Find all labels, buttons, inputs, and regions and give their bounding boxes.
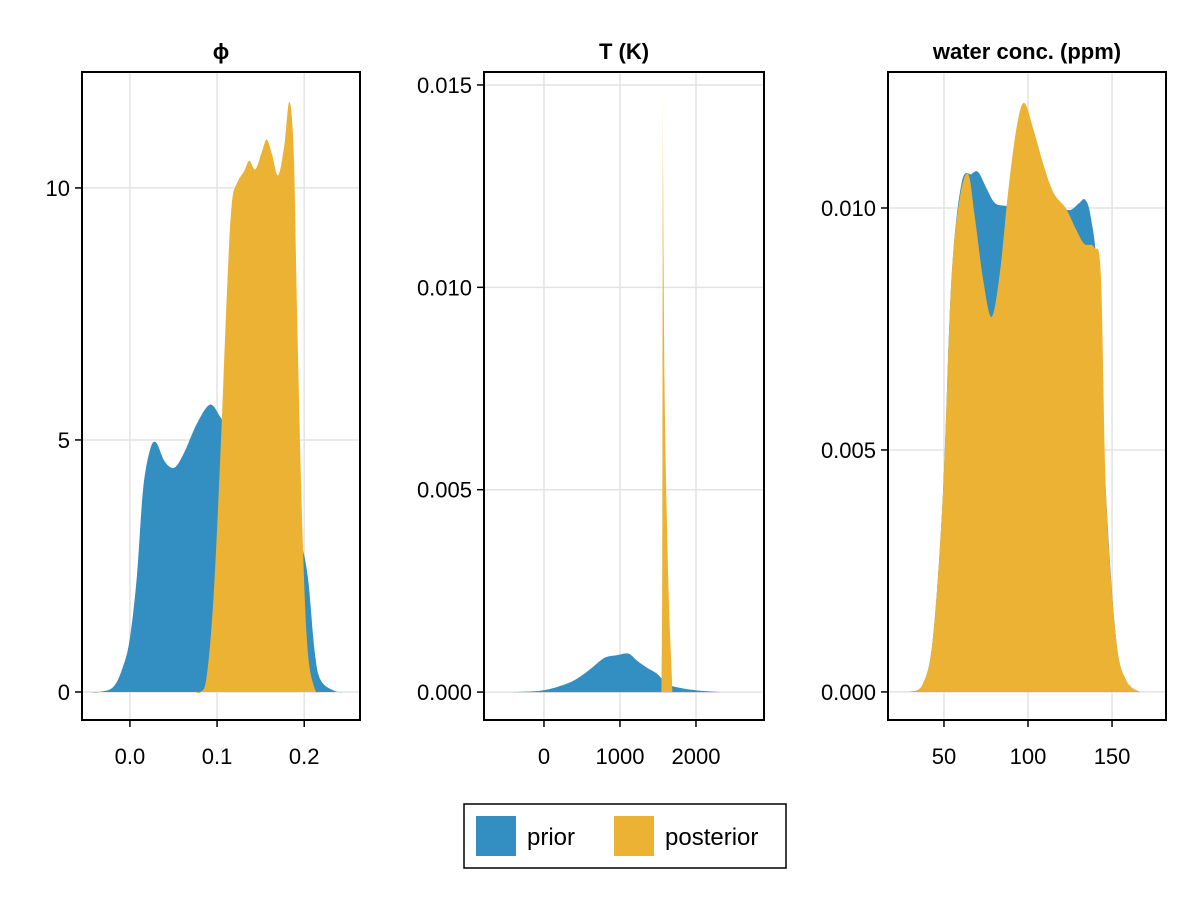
y-tick-label: 0 — [58, 680, 70, 705]
y-tick-label: 5 — [58, 428, 70, 453]
legend-label-prior: prior — [527, 824, 575, 851]
x-tick-label: 0 — [538, 744, 550, 769]
density-prior — [511, 653, 722, 693]
density-posterior — [195, 101, 320, 694]
y-tick-label: 0.015 — [417, 73, 472, 98]
x-tick-label: 0.0 — [115, 744, 146, 769]
x-tick-label: 50 — [932, 744, 956, 769]
axis-frame — [483, 71, 765, 721]
y-tick-label: 0.010 — [417, 275, 472, 300]
x-tick-label: 150 — [1094, 744, 1131, 769]
y-tick-label: 0.005 — [417, 478, 472, 503]
density-posterior — [909, 102, 1140, 692]
legend-label-posterior: posterior — [665, 824, 758, 851]
density-posterior — [661, 92, 673, 693]
legend-swatch-posterior — [614, 816, 654, 856]
y-tick-label: 0.010 — [821, 196, 876, 221]
y-tick-label: 0.000 — [821, 680, 876, 705]
panel-title: T (K) — [599, 39, 649, 64]
x-tick-label: 0.1 — [202, 744, 233, 769]
panel-title: ϕ — [213, 39, 230, 64]
x-tick-label: 100 — [1010, 744, 1047, 769]
panel-title: water conc. (ppm) — [932, 39, 1121, 64]
panel-1: 0 1000 2000 0.000 0.005 0.010 0.015 T (K) — [417, 39, 765, 769]
x-tick-label: 0.2 — [289, 744, 320, 769]
x-tick-label: 1000 — [595, 744, 644, 769]
y-tick-label: 0.005 — [821, 438, 876, 463]
x-tick-label: 2000 — [671, 744, 720, 769]
panel-0: 0.0 0.1 0.2 0 5 10 ϕ — [46, 39, 361, 769]
panel-2: 50 100 150 0.000 0.005 0.010 water conc. (ppm) — [821, 39, 1167, 769]
y-tick-label: 0.000 — [417, 680, 472, 705]
y-tick-label: 10 — [46, 176, 70, 201]
axis-frame — [81, 71, 361, 721]
legend-swatch-prior — [476, 816, 516, 856]
axis-frame — [887, 71, 1167, 721]
legend: prior posterior — [463, 803, 787, 869]
